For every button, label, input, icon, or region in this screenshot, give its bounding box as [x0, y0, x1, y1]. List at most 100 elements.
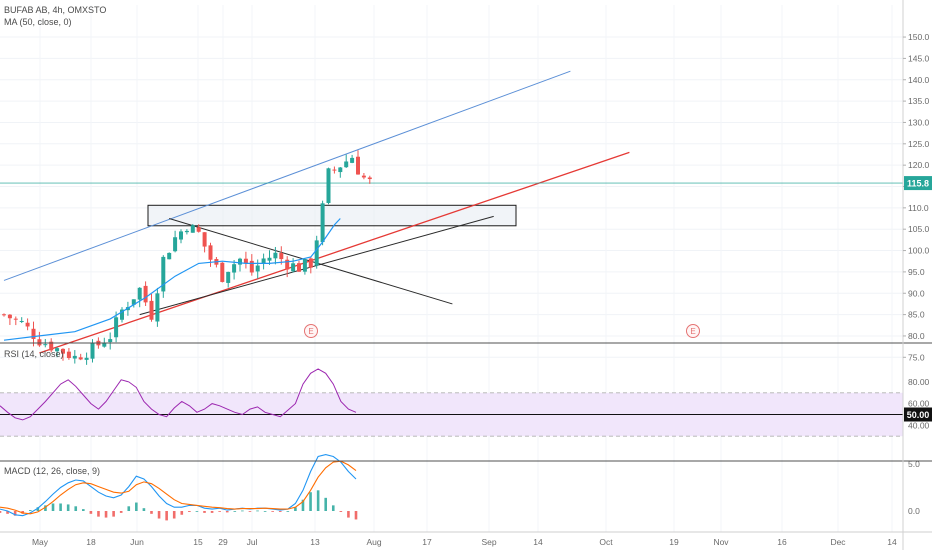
price-tick-label: 125.0 — [908, 139, 930, 149]
price-tick-label: 105.0 — [908, 224, 930, 234]
price-tick-label: 85.0 — [908, 310, 925, 320]
time-tick-label: 29 — [218, 537, 228, 547]
candle-body[interactable] — [261, 258, 266, 264]
candle-body[interactable] — [55, 348, 60, 352]
time-tick-label: Oct — [599, 537, 613, 547]
candle-body[interactable] — [226, 271, 231, 283]
price-tick-label: 120.0 — [908, 160, 930, 170]
candle-body[interactable] — [202, 232, 207, 247]
price-tick-label: 75.0 — [908, 352, 925, 362]
candle-body[interactable] — [255, 265, 260, 272]
candle-body[interactable] — [350, 157, 355, 163]
candle-body[interactable] — [143, 285, 148, 303]
candle-body[interactable] — [25, 322, 30, 327]
last-price-label: 115.8 — [907, 179, 929, 189]
candle-body[interactable] — [267, 257, 272, 261]
candle-body[interactable] — [338, 167, 343, 173]
time-tick-label: 16 — [777, 537, 787, 547]
candle-body[interactable] — [190, 225, 195, 233]
candle-body[interactable] — [279, 253, 284, 260]
macd-histogram-bar — [241, 510, 244, 512]
time-tick-label: Aug — [366, 537, 381, 547]
macd-histogram-bar — [6, 511, 9, 514]
candle-body[interactable] — [7, 314, 12, 319]
candle-body[interactable] — [173, 237, 178, 252]
candle-body[interactable] — [326, 168, 331, 203]
earnings-event-icon[interactable] — [686, 324, 700, 338]
candle-body[interactable] — [285, 259, 290, 270]
macd-histogram-bar — [331, 505, 335, 511]
candle-body[interactable] — [19, 320, 24, 322]
candle-body[interactable] — [66, 351, 71, 359]
candle-body[interactable] — [243, 258, 248, 264]
macd-histogram-bar — [180, 511, 184, 515]
candle-body[interactable] — [344, 161, 349, 168]
macd-histogram-bar — [263, 511, 267, 512]
candle-body[interactable] — [238, 258, 242, 265]
macd-histogram-bar — [59, 503, 62, 511]
candle-body[interactable] — [137, 287, 142, 300]
candle-body[interactable] — [161, 256, 166, 292]
candle-body[interactable] — [131, 299, 136, 305]
candle-body[interactable] — [72, 355, 77, 359]
candle-body[interactable] — [220, 262, 225, 282]
candle-body[interactable] — [61, 348, 65, 354]
time-tick-label: 18 — [86, 537, 96, 547]
candle-body[interactable] — [273, 252, 278, 259]
time-tick-label: 13 — [310, 537, 320, 547]
time-tick-label: Sep — [481, 537, 496, 547]
candle-body[interactable] — [332, 169, 337, 171]
price-tick-label: 145.0 — [908, 53, 930, 63]
candle-body[interactable] — [320, 203, 325, 243]
macd-histogram-bar — [13, 511, 17, 516]
time-tick-label: 14 — [533, 537, 543, 547]
time-tick-label: May — [32, 537, 49, 547]
price-tick-label: 135.0 — [908, 96, 930, 106]
macd-histogram-bar — [119, 511, 123, 513]
earnings-event-icon[interactable] — [304, 324, 318, 338]
time-tick-label: 14 — [887, 537, 897, 547]
candle-body[interactable] — [43, 344, 48, 346]
candle-body[interactable] — [90, 342, 95, 359]
candle-body[interactable] — [249, 260, 254, 273]
candle-body[interactable] — [196, 227, 201, 232]
candle-body[interactable] — [37, 339, 42, 346]
macd-line — [0, 454, 357, 517]
candle-body[interactable] — [167, 252, 172, 260]
candle-body[interactable] — [184, 230, 189, 233]
candle-body[interactable] — [31, 328, 36, 339]
candle-body[interactable] — [120, 309, 124, 320]
candle-body[interactable] — [232, 264, 237, 273]
candle-body[interactable] — [308, 258, 313, 268]
candle-body[interactable] — [155, 293, 160, 322]
rsi-tick-label: 40.00 — [908, 420, 930, 430]
candle-body[interactable] — [108, 339, 113, 343]
candle-body[interactable] — [367, 177, 372, 180]
candle-body[interactable] — [2, 314, 6, 316]
candle-body[interactable] — [78, 357, 83, 360]
candle-body[interactable] — [102, 343, 107, 347]
red-trendline[interactable] — [39, 151, 630, 354]
candle-body[interactable] — [84, 357, 89, 360]
macd-histogram-bar — [0, 511, 2, 513]
rsi-midline-badge — [904, 407, 932, 422]
candle-body[interactable] — [13, 318, 18, 320]
candle-body[interactable] — [361, 175, 366, 178]
candle-body[interactable] — [297, 263, 301, 272]
candle-body[interactable] — [291, 263, 296, 272]
candle-body[interactable] — [356, 156, 360, 175]
blue-channel-line[interactable] — [3, 70, 571, 281]
macd-histogram-bar — [248, 511, 252, 512]
candle-body[interactable] — [179, 231, 183, 240]
candle-body[interactable] — [208, 245, 213, 260]
macd-histogram-bar — [135, 502, 138, 511]
macd-histogram-bar — [210, 511, 214, 513]
candle-body[interactable] — [314, 240, 319, 266]
candle-body[interactable] — [49, 341, 54, 351]
price-tick-label: 110.0 — [908, 203, 929, 213]
candle-body[interactable] — [149, 300, 154, 320]
candle-body[interactable] — [114, 317, 119, 338]
support-resistance-zone[interactable] — [147, 204, 517, 227]
candle-body[interactable] — [302, 259, 307, 272]
